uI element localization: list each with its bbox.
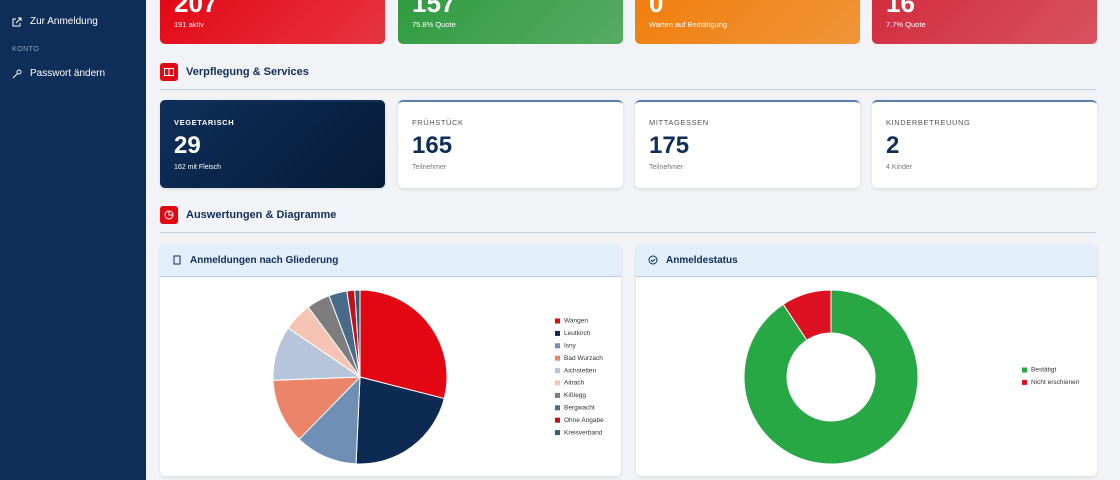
- service-card: KINDERBETREUUNG 2 4 Kinder: [872, 100, 1097, 188]
- icon: [160, 63, 178, 81]
- panel-header: Anmeldungen nach Gliederung: [160, 244, 621, 277]
- nav-item[interactable]: Passwort ändern: [12, 68, 105, 79]
- stat-sub: 191 aktiv: [174, 20, 205, 29]
- card-label: KINDERBETREUUNG: [886, 118, 971, 127]
- legend-label: Aichstetten: [564, 367, 597, 374]
- panel-title: Anmeldungen nach Gliederung: [190, 254, 339, 266]
- stat-value: 207: [174, 0, 218, 18]
- section-title: Auswertungen & Diagramme: [186, 209, 337, 221]
- chart-panel: Anmeldestatus Bestätigt Nicht erschienen: [636, 244, 1097, 476]
- stat-value: 157: [412, 0, 456, 18]
- legend-label: Bad Wurzach: [564, 355, 603, 362]
- chart: Bestätigt Nicht erschienen: [743, 289, 1080, 465]
- stat-card: 16 7.7% Quote: [872, 0, 1097, 44]
- card-label: MITTAGESSEN: [649, 118, 709, 127]
- legend-swatch: [555, 368, 560, 374]
- legend-swatch: [555, 343, 560, 349]
- legend-swatch: [1022, 367, 1027, 373]
- slice: [298, 375, 361, 465]
- legend-label: Ohne Angabe: [564, 417, 604, 424]
- service-card: FRÜHSTÜCK 165 Teilnehmer: [398, 100, 623, 188]
- sidebar: Zur Anmeldung KONTO Passwort ändern: [0, 0, 146, 480]
- legend-swatch: [555, 330, 560, 336]
- legend-swatch: [555, 392, 560, 398]
- stat-value: 0: [649, 0, 664, 18]
- card-value: 2: [886, 132, 900, 159]
- legend-label: Kreisverband: [564, 429, 603, 436]
- section-header: Verpflegung & Services: [160, 63, 309, 81]
- nav-label: Passwort ändern: [30, 68, 106, 79]
- legend-swatch: [555, 318, 560, 324]
- legend-label: Bergwacht: [564, 405, 595, 412]
- card-label: VEGETARISCH: [174, 118, 235, 127]
- slice: [272, 376, 362, 440]
- card-label: FRÜHSTÜCK: [412, 118, 464, 127]
- legend-label: Nicht erschienen: [1031, 379, 1080, 386]
- legend-swatch: [555, 430, 560, 436]
- legend-label: Kißlegg: [564, 392, 586, 399]
- legend-swatch: [555, 355, 560, 361]
- card-sub: Teilnehmer: [412, 164, 447, 171]
- card-sub: 162 mit Fleisch: [174, 164, 222, 171]
- legend-swatch: [555, 417, 560, 423]
- section-title: Verpflegung & Services: [186, 66, 309, 78]
- icon: [160, 206, 178, 224]
- section-header: Auswertungen & Diagramme: [160, 206, 336, 224]
- card-value: 175: [649, 132, 690, 159]
- stat-sub: 75.8% Quote: [412, 20, 456, 29]
- divider: [160, 89, 1096, 90]
- slice: [355, 376, 445, 465]
- divider: [160, 232, 1096, 233]
- card-value: 165: [412, 132, 453, 159]
- stat-sub: 7.7% Quote: [886, 20, 926, 29]
- card-value: 29: [174, 132, 201, 159]
- icon: [12, 69, 22, 78]
- panel-header: Anmeldestatus: [636, 244, 1097, 277]
- legend-label: Leutkirch: [564, 330, 591, 337]
- sidebar-section: KONTO: [12, 46, 40, 53]
- service-card: VEGETARISCH 29 162 mit Fleisch: [160, 100, 385, 188]
- legend-swatch: [1022, 379, 1027, 385]
- slice: [782, 289, 832, 341]
- card-sub: 4 Kinder: [886, 164, 913, 171]
- nav-item[interactable]: Zur Anmeldung: [12, 16, 98, 27]
- legend-label: Bestätigt: [1031, 367, 1056, 374]
- chart: Wangen Leutkirch Isny Bad Wurzach Aichstette…: [272, 289, 604, 465]
- legend-swatch: [555, 380, 560, 386]
- nav-label: Zur Anmeldung: [30, 16, 98, 27]
- stat-card: 157 75.8% Quote: [398, 0, 623, 44]
- slice: [354, 289, 361, 378]
- chart-panel: Anmeldungen nach Gliederung Wangen Leutki…: [160, 244, 621, 476]
- stat-card: 207 191 aktiv: [160, 0, 385, 44]
- stat-card: 0 Warten auf Bestätigung: [635, 0, 860, 44]
- slice: [743, 289, 919, 465]
- legend-label: Aitrach: [564, 380, 585, 387]
- legend-swatch: [555, 405, 560, 411]
- legend-label: Isny: [564, 343, 577, 350]
- panel-title: Anmeldestatus: [666, 254, 738, 266]
- service-card: MITTAGESSEN 175 Teilnehmer: [635, 100, 860, 188]
- icon: [12, 17, 22, 26]
- card-sub: Teilnehmer: [649, 164, 684, 171]
- stat-sub: Warten auf Bestätigung: [649, 20, 728, 29]
- legend-label: Wangen: [564, 318, 588, 325]
- stat-value: 16: [886, 0, 915, 18]
- slice: [359, 289, 448, 400]
